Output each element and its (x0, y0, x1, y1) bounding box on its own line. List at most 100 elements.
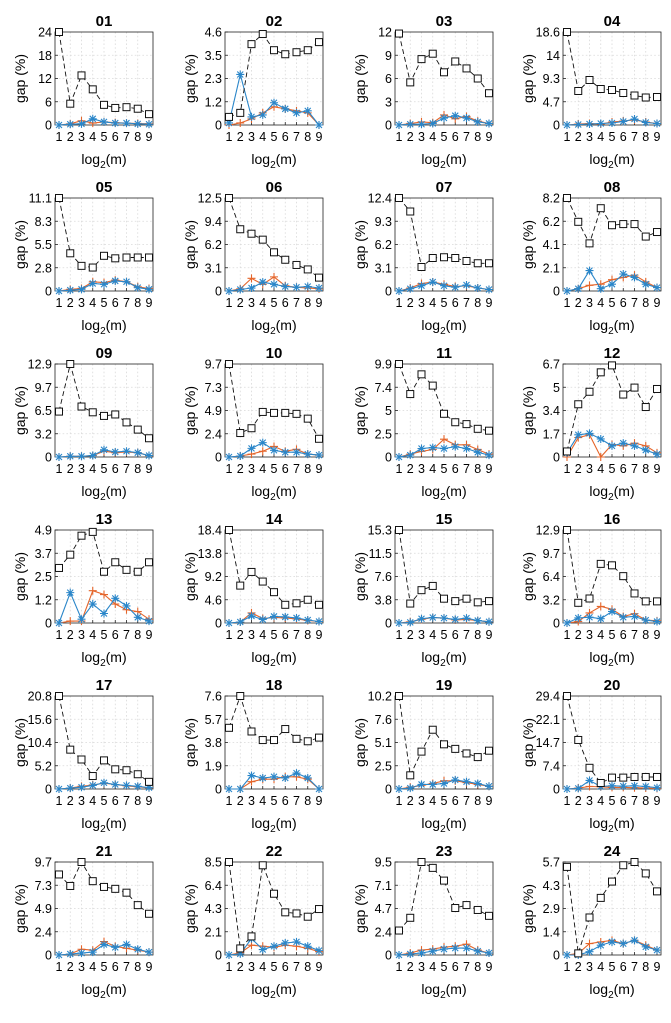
data-point-blue (122, 781, 131, 790)
data-point-black (77, 755, 86, 764)
data-point-blue (88, 279, 97, 288)
series-line-black (228, 363, 320, 440)
x-tick-label: 9 (316, 794, 323, 808)
data-point-blue (451, 283, 460, 292)
x-tick-label: 8 (134, 296, 141, 310)
x-tick-label: 2 (237, 296, 244, 310)
data-point-blue (417, 614, 426, 623)
x-tick-label: 4 (89, 462, 96, 476)
y-tick-label: 14.7 (536, 736, 560, 750)
x-tick-label: 1 (564, 130, 571, 144)
x-tick-label: 2 (407, 628, 414, 642)
panel-title: 16 (604, 511, 621, 528)
y-axis-label: gap (%) (352, 54, 368, 103)
data-point-orange (440, 435, 448, 444)
data-point-black (574, 598, 583, 607)
data-point-blue (77, 615, 86, 624)
x-tick-label: 8 (304, 628, 311, 642)
data-point-blue (258, 438, 267, 447)
data-point-blue (395, 951, 403, 959)
data-point-black (292, 599, 301, 608)
y-tick-label: 5.7 (543, 856, 560, 870)
x-tick-label: 8 (474, 794, 481, 808)
x-tick-label: 8 (134, 462, 141, 476)
x-tick-label: 7 (123, 296, 130, 310)
x-tick-label: 3 (78, 130, 85, 144)
series-line-black (58, 861, 150, 915)
y-tick-label: 2.1 (543, 261, 560, 275)
x-tick-label: 7 (463, 960, 470, 974)
data-point-blue (406, 451, 415, 460)
data-point-blue (292, 937, 301, 946)
panel-10: 10 0 2.4 4.9 7.3 9.7 1 2 3 4 5 6 7 8 9 gap (%) log2(m) (182, 345, 324, 503)
data-point-black (303, 595, 312, 604)
data-point-blue (111, 594, 120, 603)
x-tick-label: 3 (78, 462, 85, 476)
data-point-black (395, 194, 403, 202)
data-point-blue (462, 944, 471, 953)
panel-title: 22 (266, 843, 283, 860)
x-tick-label: 1 (56, 794, 63, 808)
data-point-blue (428, 119, 437, 128)
data-point-black (585, 239, 594, 248)
data-point-black (653, 228, 661, 237)
panel-15: 15 0 3.8 7.6 11.5 15.3 1 2 3 4 5 6 7 8 9 gap (%) log2(m) (352, 511, 494, 669)
panel-title: 23 (436, 843, 453, 860)
data-point-black (315, 905, 323, 914)
data-point-blue (485, 285, 493, 294)
data-point-black (270, 736, 278, 745)
x-tick-label: 2 (407, 296, 414, 310)
panel-title: 19 (436, 677, 453, 694)
x-tick-label: 4 (259, 794, 266, 808)
data-point-blue (281, 612, 290, 621)
data-point-blue (145, 285, 153, 294)
x-tick-label: 9 (146, 130, 153, 144)
y-tick-label: 0 (553, 119, 560, 133)
y-axis-label: gap (%) (12, 884, 28, 933)
x-tick-label: 6 (112, 462, 119, 476)
data-point-black (270, 588, 278, 597)
x-tick-label: 8 (304, 794, 311, 808)
y-axis-label: gap (%) (520, 884, 536, 933)
data-point-black (653, 772, 661, 781)
y-tick-label: 0 (215, 285, 222, 299)
x-tick-label: 9 (654, 960, 661, 974)
y-tick-label: 10.4 (28, 736, 52, 750)
data-point-black (77, 858, 86, 866)
y-tick-label: 5 (385, 404, 392, 418)
data-point-blue (473, 779, 482, 788)
data-point-blue (225, 785, 233, 793)
panel-title: 05 (96, 179, 113, 196)
data-point-blue (585, 776, 594, 785)
data-point-blue (111, 447, 120, 456)
data-point-black (608, 86, 616, 94)
data-point-black (247, 567, 256, 576)
x-tick-label: 9 (654, 628, 661, 642)
x-tick-label: 2 (407, 794, 414, 808)
data-point-black (585, 387, 594, 396)
y-tick-label: 1.4 (543, 925, 560, 939)
panel-22: 22 0 2.1 4.3 6.4 8.5 1 2 3 4 5 6 7 8 9 gap (%) log2(m) (182, 843, 324, 1001)
y-tick-label: 10.2 (368, 690, 392, 704)
data-point-blue (133, 448, 142, 457)
x-axis-label: log2(m) (421, 151, 466, 171)
y-tick-label: 29.4 (536, 690, 560, 704)
x-tick-label: 5 (101, 296, 108, 310)
x-axis-label: log2(m) (81, 981, 126, 1001)
y-tick-label: 1.2 (35, 593, 52, 607)
data-point-blue (281, 773, 290, 782)
data-point-black (55, 692, 63, 700)
data-point-black (395, 526, 403, 534)
data-point-black (608, 361, 616, 370)
data-point-black (100, 882, 108, 891)
y-tick-label: 0 (215, 949, 222, 963)
x-tick-label: 1 (226, 462, 233, 476)
y-tick-label: 5.7 (205, 713, 222, 727)
x-tick-label: 8 (642, 462, 649, 476)
data-point-black (608, 561, 616, 570)
y-tick-label: 4.7 (375, 902, 392, 916)
x-axis-label: log2(m) (421, 483, 466, 503)
data-point-blue (88, 600, 97, 609)
y-tick-label: 9 (385, 49, 392, 63)
data-point-blue (111, 276, 120, 285)
